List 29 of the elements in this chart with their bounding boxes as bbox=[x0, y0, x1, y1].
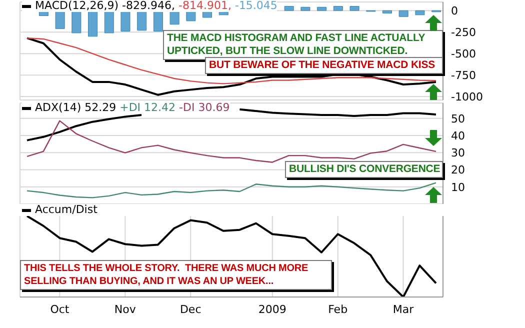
y-tick-label: -250 bbox=[451, 26, 476, 39]
x-tick-label: Feb bbox=[328, 302, 348, 316]
y-tick-label: -500 bbox=[451, 47, 476, 60]
callout-box: THIS TELLS THE WHOLE STORY. THERE WAS MUCH MORE SELLING THAN BUYING, AND IT WAS AN UP WEEK... bbox=[20, 260, 332, 290]
x-tick-label: 2009 bbox=[258, 302, 286, 316]
series-label: -15.045 bbox=[234, 0, 278, 12]
line-series bbox=[26, 182, 437, 198]
text: -DI 30.69 bbox=[178, 101, 230, 114]
y-tick-label: 50 bbox=[451, 112, 465, 126]
x-tick-label: Oct bbox=[50, 302, 70, 316]
y-tick-label: 10 bbox=[451, 180, 465, 194]
y-tick-label: 0 bbox=[451, 4, 458, 18]
y-tick-label: -1000 bbox=[451, 90, 483, 104]
legend-label: ADX(14) 52.29 bbox=[34, 101, 116, 114]
x-tick-label: Dec bbox=[180, 302, 202, 316]
text: -814.901, bbox=[178, 0, 232, 12]
legend-label: MACD(12,26,9) -829.946, bbox=[34, 0, 175, 12]
x-tick-label: Nov bbox=[114, 302, 136, 316]
y-tick-label: 20 bbox=[451, 164, 465, 177]
callout-box: BULLISH DI'S CONVERGENCE bbox=[285, 161, 443, 178]
text: +DI 12.42 bbox=[118, 101, 176, 114]
y-tick-label: 40 bbox=[451, 129, 465, 142]
y-tick-label: 30 bbox=[451, 146, 465, 160]
callout-box: BUT BEWARE OF THE NEGATIVE MACD KISS bbox=[205, 57, 443, 74]
x-tick-label: Mar bbox=[392, 302, 414, 316]
y-tick-label: -750 bbox=[451, 68, 476, 82]
callout-box: THE MACD HISTOGRAM AND FAST LINE ACTUALLY UPTICKED, BUT THE SLOW LINE DOWNTICKED. bbox=[163, 30, 443, 60]
legend-label: Accum/Dist bbox=[22, 203, 98, 216]
line-series bbox=[26, 120, 437, 163]
